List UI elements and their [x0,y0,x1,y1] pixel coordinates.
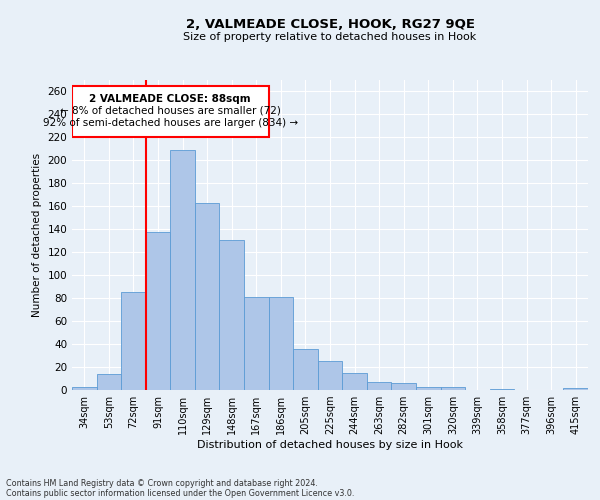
Bar [269,297,293,390]
Bar [367,382,391,390]
Bar [170,150,195,390]
Bar [440,386,465,390]
Text: Contains HM Land Registry data © Crown copyright and database right 2024.: Contains HM Land Registry data © Crown c… [6,478,318,488]
Text: Contains public sector information licensed under the Open Government Licence v3: Contains public sector information licen… [6,488,355,498]
Bar [220,240,244,390]
Bar [146,232,170,390]
Y-axis label: Number of detached properties: Number of detached properties [32,153,42,317]
Bar [391,383,416,390]
Bar [97,374,121,390]
Bar [490,389,514,390]
Bar [72,86,269,138]
Bar [342,373,367,390]
X-axis label: Distribution of detached houses by size in Hook: Distribution of detached houses by size … [197,440,463,450]
Bar [563,388,588,390]
Bar [244,297,269,390]
Bar [121,292,146,390]
Text: 92% of semi-detached houses are larger (834) →: 92% of semi-detached houses are larger (… [43,118,298,128]
Text: ← 8% of detached houses are smaller (72): ← 8% of detached houses are smaller (72) [60,106,281,116]
Bar [318,362,342,390]
Text: Size of property relative to detached houses in Hook: Size of property relative to detached ho… [184,32,476,42]
Text: 2 VALMEADE CLOSE: 88sqm: 2 VALMEADE CLOSE: 88sqm [89,94,251,104]
Bar [195,203,220,390]
Bar [72,386,97,390]
Bar [416,386,440,390]
Text: 2, VALMEADE CLOSE, HOOK, RG27 9QE: 2, VALMEADE CLOSE, HOOK, RG27 9QE [185,18,475,30]
Bar [293,348,318,390]
